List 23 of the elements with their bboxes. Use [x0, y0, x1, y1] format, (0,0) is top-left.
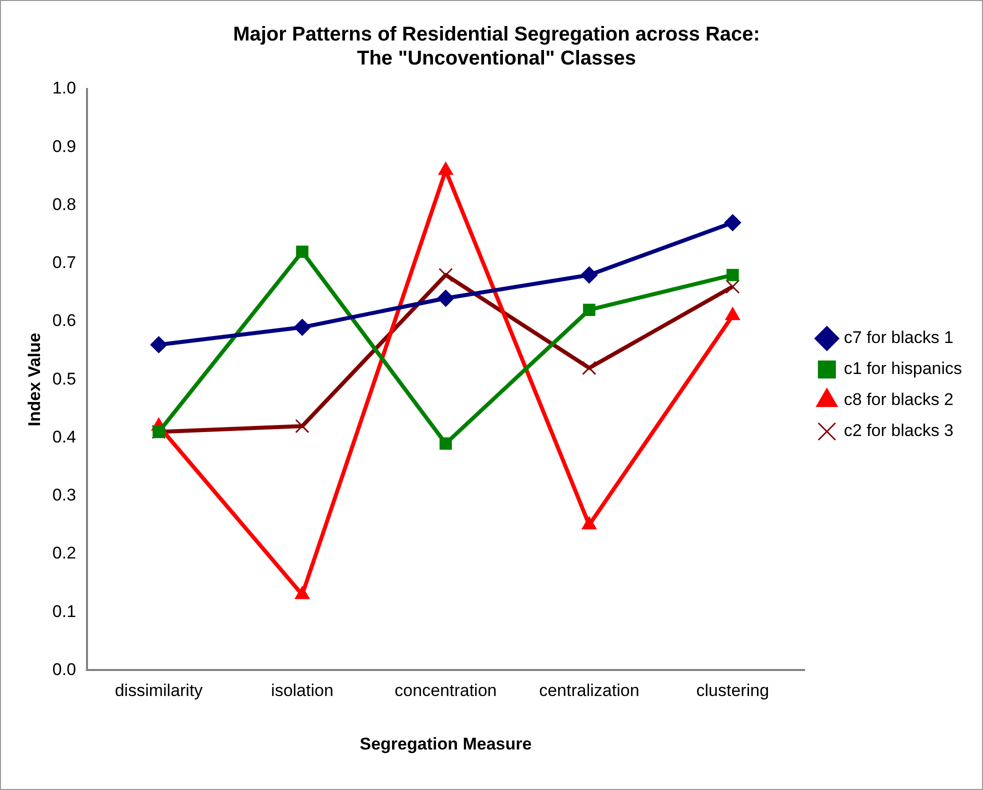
legend-label: c7 for blacks 1: [844, 328, 954, 348]
y-tick-label: 0.5: [52, 369, 76, 388]
y-tick-label: 0.3: [52, 486, 76, 505]
y-tick-label: 0.0: [52, 660, 76, 679]
y-tick-label: 0.8: [52, 194, 76, 214]
x-tick-label: isolation: [271, 681, 334, 700]
x-tick-label: concentration: [394, 681, 497, 700]
x-tick-label: centralization: [539, 681, 640, 700]
legend-label: c2 for blacks 3: [844, 421, 954, 440]
y-tick-label: 0.9: [52, 136, 76, 156]
y-axis-title: Index Value: [24, 332, 44, 426]
x-tick-label: dissimilarity: [114, 681, 204, 700]
y-tick-label: 0.2: [52, 544, 76, 563]
y-tick-label: 0.7: [52, 253, 76, 272]
legend-label: c1 for hispanics: [844, 359, 962, 378]
chart-title: Major Patterns of Residential Segregation across Race: The "Uncoventional" Classes: [233, 24, 760, 70]
legend-label: c8 for blacks 2: [844, 390, 954, 410]
x-axis-title: Segregation Measure: [360, 734, 532, 754]
y-tick-label: 0.4: [52, 427, 76, 446]
x-tick-label: clustering: [696, 681, 770, 700]
y-tick-label: 1.0: [52, 78, 76, 98]
y-tick-label: 0.6: [52, 311, 76, 330]
y-tick-label: 0.1: [52, 602, 76, 621]
